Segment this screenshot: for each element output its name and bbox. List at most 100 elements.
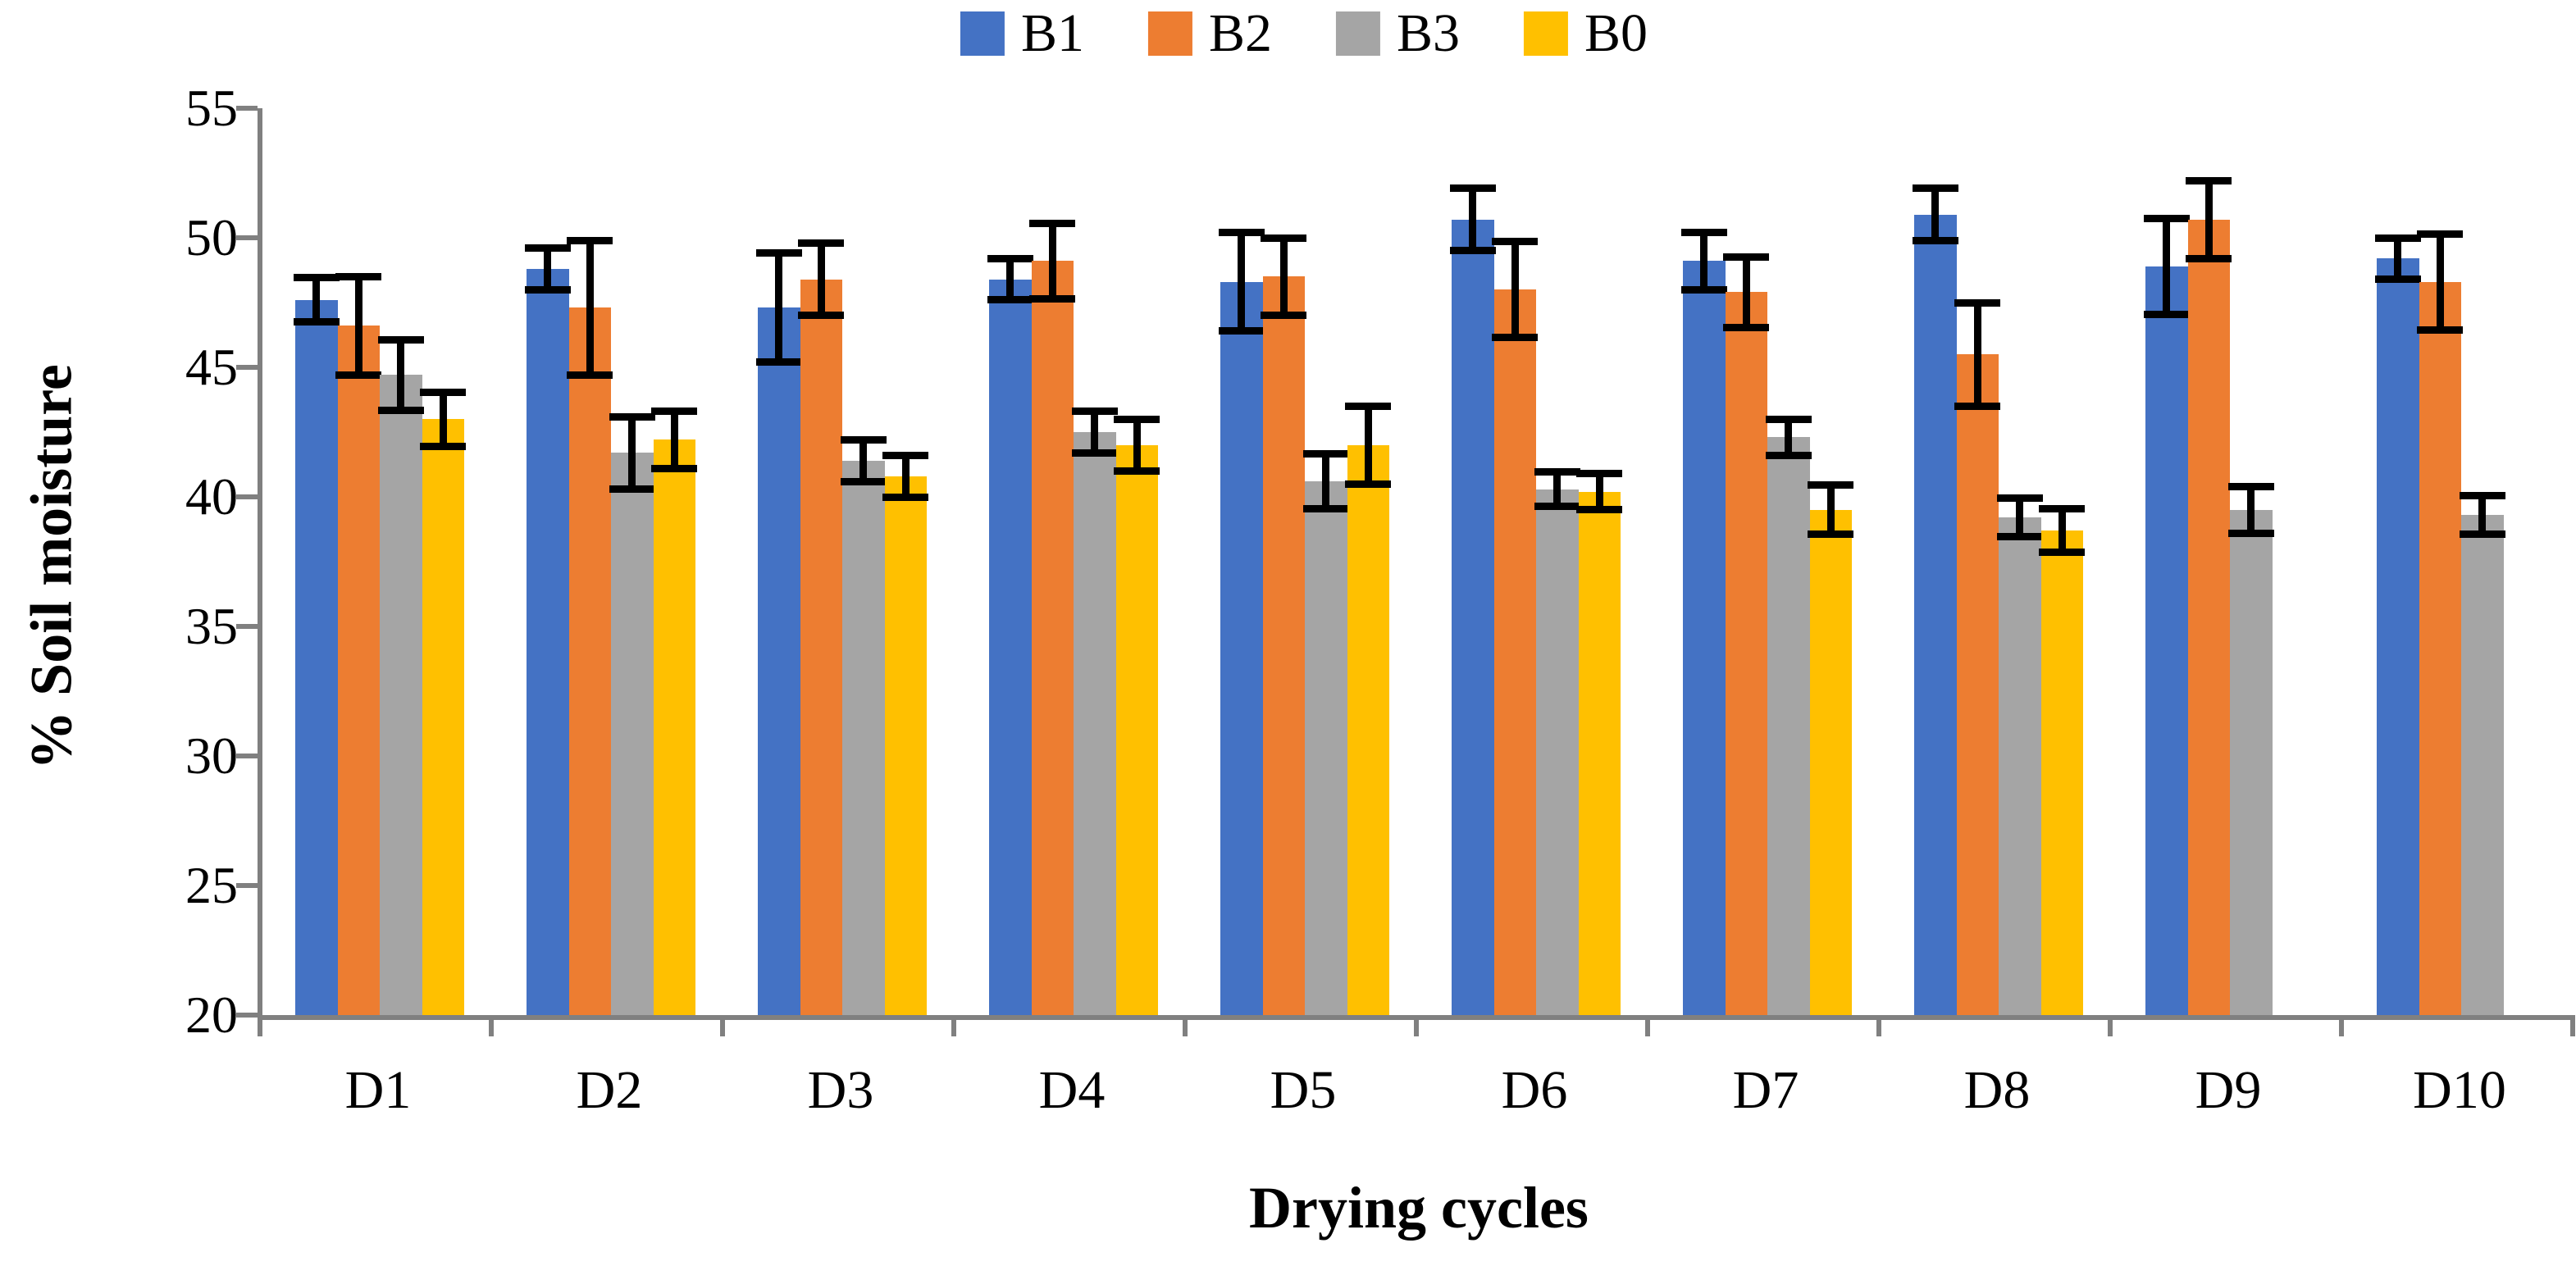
bar-b0-d7 [1809, 509, 1852, 1015]
bar-b3-d2 [611, 453, 654, 1015]
legend-item-b2: B2 [1147, 7, 1272, 61]
error-bar-line [901, 455, 910, 497]
error-bar-cap-top [1996, 494, 2043, 503]
x-tick-mark [1645, 1015, 1650, 1036]
bar-b1-d5 [1220, 281, 1263, 1015]
y-tick-label: 20 [185, 986, 238, 1044]
error-bar-cap-bottom [293, 318, 340, 326]
y-tick-mark [236, 106, 258, 111]
bar-b1-d6 [1452, 219, 1494, 1015]
error-bar-line [2478, 495, 2487, 535]
error-bar-cap-bottom [1954, 402, 2001, 410]
error-bar-cap-bottom [2227, 529, 2274, 537]
error-bar-cap-top [882, 451, 929, 459]
error-bar-line [1364, 406, 1372, 485]
error-bar-line [1048, 223, 1056, 299]
x-tick-mark [1876, 1015, 1881, 1036]
legend-swatch-icon [1524, 11, 1569, 56]
error-bar-line [2058, 508, 2066, 553]
error-bar-cap-bottom [651, 464, 698, 472]
bar-b2-d3 [800, 279, 842, 1015]
x-tick-label: D8 [1963, 1060, 2031, 1120]
legend-label: B0 [1584, 3, 1648, 63]
error-bar-cap-top [335, 272, 382, 280]
y-tick-mark [236, 365, 258, 370]
bar-b2-d6 [1493, 289, 1536, 1015]
x-tick-label: D9 [2195, 1060, 2262, 1120]
x-axis-title: Drying cycles [1249, 1175, 1589, 1241]
error-bar-line [354, 276, 362, 376]
error-bar-line [670, 411, 678, 469]
error-bar-cap-top [567, 236, 613, 244]
error-bar-cap-bottom [1912, 236, 1958, 244]
bar-b0-d5 [1347, 444, 1389, 1015]
error-bar-cap-top [2459, 491, 2505, 499]
error-bar-line [2247, 486, 2255, 534]
y-tick-label: 50 [185, 208, 238, 266]
error-bar-cap-top [2039, 504, 2086, 512]
y-tick-label: 55 [185, 79, 238, 137]
error-bar-cap-bottom [524, 285, 571, 294]
y-tick-mark [236, 235, 258, 240]
bar-b0-d6 [1578, 491, 1621, 1015]
bar-b1-d2 [527, 268, 569, 1015]
error-bar-cap-top [1218, 229, 1265, 237]
x-tick-mark [1183, 1015, 1188, 1036]
error-bar-cap-top [1071, 408, 1118, 416]
error-bar-cap-top [1680, 229, 1727, 237]
error-bar-line [1742, 257, 1750, 327]
y-tick-label: 30 [185, 726, 238, 785]
y-tick-mark [236, 494, 258, 499]
error-bar-cap-bottom [420, 442, 467, 450]
error-bar-line [2163, 218, 2171, 315]
error-bar-line [1322, 453, 1330, 509]
error-bar-cap-bottom [1996, 533, 2043, 541]
error-bar-cap-bottom [840, 477, 887, 485]
error-bar-cap-bottom [1345, 480, 1392, 488]
error-bar-cap-bottom [2039, 549, 2086, 557]
error-bar-cap-bottom [1576, 506, 1623, 514]
error-bar-cap-bottom [2143, 310, 2190, 318]
error-bar-cap-bottom [987, 296, 1033, 304]
y-tick-mark [236, 1013, 258, 1018]
error-bar-line [586, 240, 594, 376]
bar-b3-d4 [1074, 432, 1116, 1015]
x-tick-mark [720, 1015, 725, 1036]
x-tick-mark [1414, 1015, 1419, 1036]
error-bar-cap-top [755, 249, 802, 257]
error-bar-cap-bottom [1029, 294, 1076, 303]
bar-b1-d9 [2145, 266, 2188, 1015]
error-bar-cap-bottom [1680, 285, 1727, 294]
error-bar-line [1006, 258, 1014, 300]
error-bar-line [544, 248, 552, 290]
bar-b0-d1 [422, 419, 464, 1015]
bar-b0-d8 [2040, 530, 2083, 1015]
error-bar-cap-bottom [1071, 448, 1118, 457]
error-bar-cap-bottom [1449, 247, 1496, 255]
error-bar-cap-bottom [1765, 451, 1812, 459]
x-tick-mark [2570, 1015, 2575, 1036]
error-bar-cap-top [377, 336, 424, 344]
error-bar-line [1279, 238, 1288, 316]
error-bar-cap-bottom [1534, 502, 1580, 510]
y-tick-label: 35 [185, 597, 238, 655]
bar-b0-d2 [653, 439, 695, 1015]
y-axis-line [258, 108, 262, 1020]
bar-b3-d7 [1767, 437, 1810, 1015]
error-bar-cap-bottom [2417, 326, 2464, 334]
bar-b2-d2 [568, 307, 611, 1015]
bar-b1-d3 [758, 307, 800, 1015]
bar-b3-d3 [842, 460, 885, 1015]
bar-b1-d1 [295, 299, 338, 1015]
x-tick-mark [2339, 1015, 2344, 1036]
bar-b2-d4 [1031, 261, 1074, 1015]
legend-swatch-icon [1336, 11, 1380, 56]
error-bar-cap-bottom [335, 371, 382, 379]
error-bar-cap-top [2417, 230, 2464, 238]
error-bar-cap-top [524, 244, 571, 253]
error-bar-line [439, 392, 447, 447]
error-bar-line [1091, 411, 1099, 453]
x-tick-label: D2 [576, 1060, 643, 1120]
error-bar-cap-top [840, 435, 887, 444]
